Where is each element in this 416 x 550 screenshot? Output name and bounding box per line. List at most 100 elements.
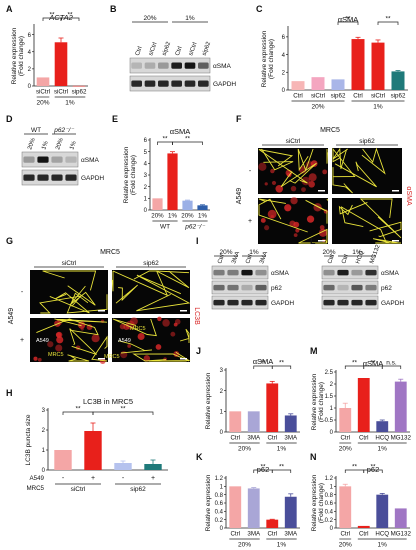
y-axis-label: Relative expression [123, 146, 130, 203]
panel-letter: F [236, 114, 242, 124]
significance-bracket [172, 141, 203, 145]
stain-signal [313, 203, 322, 212]
y-tick-label: 0.4 [325, 510, 334, 516]
stain-signal [290, 185, 297, 192]
y-tick-label: 0 [220, 430, 224, 436]
cell-outline [179, 328, 190, 343]
band-label: αSMA [381, 270, 400, 277]
stain-signal [301, 187, 306, 192]
bar [182, 200, 193, 210]
column-label: siCtrl [286, 138, 301, 145]
group-label: 20% [311, 104, 324, 111]
y-tick-label: 1.2 [325, 476, 334, 482]
group-label: 20% [36, 100, 49, 107]
x-tick-label: Ctrl [230, 435, 240, 442]
blot-group-label: 20% [143, 15, 156, 22]
group-label: 20% [238, 542, 251, 549]
micrograph [30, 270, 108, 314]
blot-group-label: p62⁻/⁻ [53, 127, 74, 134]
stain-signal [271, 180, 277, 186]
significance-label: ** [370, 464, 376, 471]
significance-label: ** [162, 136, 168, 143]
stain-signal [33, 356, 38, 361]
blot-band [351, 284, 363, 291]
group-label: 20% [339, 446, 352, 453]
stain-signal [56, 336, 64, 344]
y-axis-label: Relative expression [205, 474, 212, 531]
bar [167, 153, 178, 210]
x-tick-label: Ctrl [359, 435, 369, 442]
blot-band [255, 299, 267, 306]
panel-letter: I [196, 236, 199, 246]
chart-J: 0 1 2 3 αSMA Relative expression Ctrl 3MA Ctrl 3M… [205, 357, 300, 453]
cell-outline [69, 328, 97, 355]
cell-tag: A549 [36, 338, 49, 344]
blot-band [37, 174, 49, 181]
bar [266, 383, 279, 432]
stain-signal [174, 318, 181, 325]
y-axis-label-2: (Fold change) [318, 483, 325, 523]
bar [197, 205, 208, 210]
significance-label: ** [185, 136, 191, 143]
blot-band [241, 299, 253, 306]
y-axis-label: Relative expression [261, 30, 268, 87]
blot-band [337, 269, 349, 276]
y-tick-label: 3 [144, 173, 148, 179]
stain-signal [295, 228, 300, 233]
x-tick-label: MG132 [391, 531, 412, 538]
group-label: WT [160, 224, 170, 231]
blot-strip [129, 57, 211, 74]
blot-band [323, 299, 335, 306]
band-label: GAPDH [213, 81, 236, 88]
blot-band [65, 174, 77, 181]
stain-signal [293, 233, 298, 238]
group-label: 1% [65, 100, 75, 107]
cell-outline [326, 198, 329, 201]
band-label: αSMA [81, 157, 100, 164]
stain-signal [162, 319, 170, 327]
bar [114, 463, 132, 470]
x-tick-label: Ctrl [353, 93, 363, 100]
bar [229, 486, 242, 528]
stain-label: αSMA [405, 186, 412, 206]
lane-label: Ctrl [175, 46, 184, 57]
blot-band [351, 269, 363, 276]
lane-label: Ctrl [245, 254, 254, 265]
band-label: p62 [381, 285, 392, 292]
x-tick-label: siCtrl [54, 89, 68, 96]
y-tick-label: 1 [42, 448, 46, 454]
y-tick-label: 1 [144, 197, 148, 203]
cell-tag: MRC5 [130, 326, 146, 332]
treatment-sign: + [151, 475, 155, 482]
stain-signal [284, 204, 292, 212]
stain-signal [91, 334, 100, 343]
stain-signal [170, 331, 176, 337]
stain-signal [308, 173, 317, 182]
blot-band [365, 269, 377, 276]
bar [376, 421, 389, 432]
blot-band [227, 299, 239, 306]
stain-signal [301, 176, 311, 186]
x-tick-label: sip62 [391, 93, 406, 100]
panel-letter: C [256, 4, 263, 14]
column-label: sip62 [143, 260, 159, 267]
blot-group-label: WT [31, 127, 41, 134]
y-tick-label: 6 [282, 35, 286, 41]
blot-band [323, 269, 335, 276]
blot-group-label: 1% [352, 249, 362, 256]
blot-band [171, 62, 182, 69]
x-tick-label: 20% [181, 213, 194, 220]
bar [357, 525, 370, 528]
cell-outline [258, 198, 286, 204]
bar [72, 85, 86, 87]
group-label: 1% [277, 446, 287, 453]
significance-label: ** [345, 16, 351, 23]
significance-label: ** [120, 406, 126, 413]
blot-band [198, 80, 209, 87]
significance-bracket [92, 411, 154, 415]
significance-bracket [363, 469, 383, 473]
cell-outline [258, 198, 308, 233]
group-label: 1% [373, 104, 383, 111]
